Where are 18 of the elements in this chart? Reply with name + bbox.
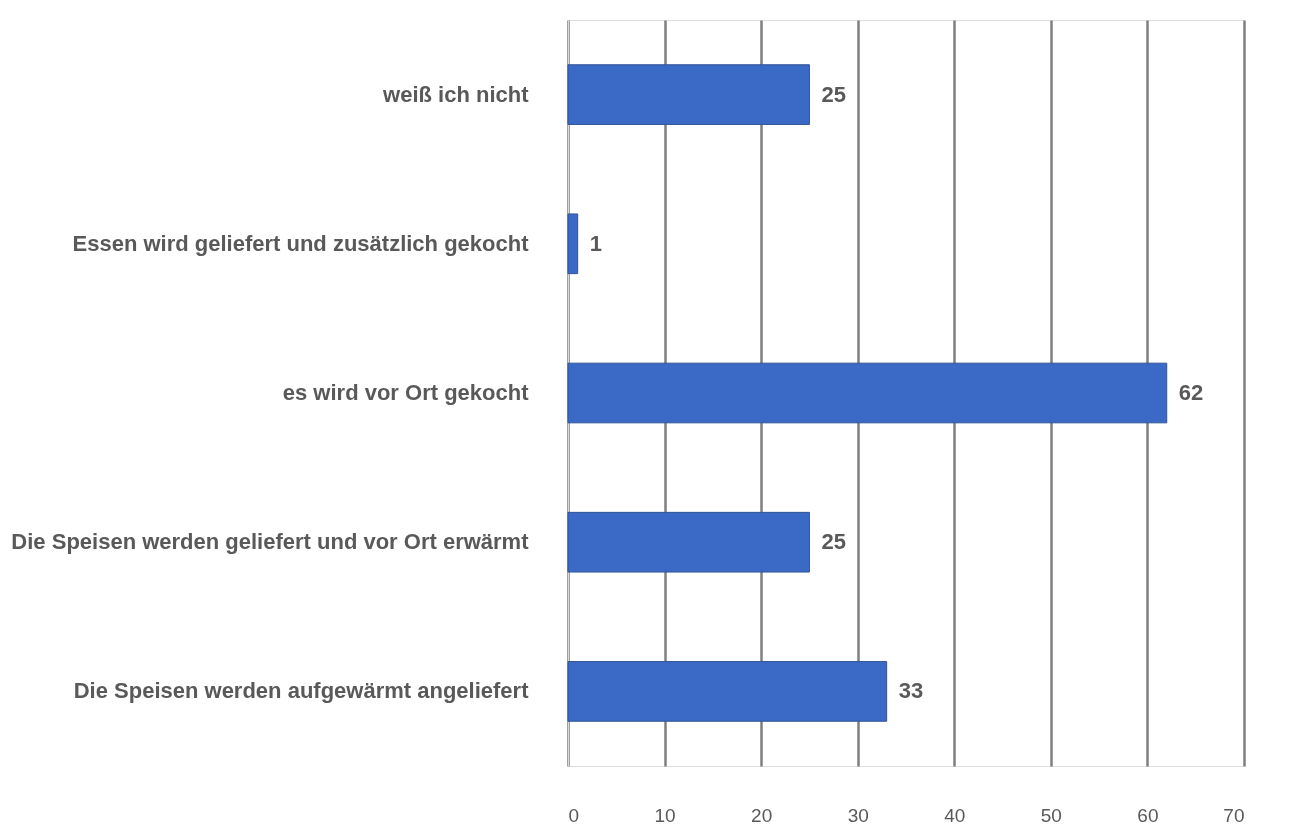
x-tick-label: 10 — [654, 804, 676, 826]
x-tick-label: 60 — [1137, 804, 1159, 826]
x-tick-label: 70 — [1223, 804, 1245, 826]
data-label: 25 — [821, 81, 846, 107]
data-label: 62 — [1178, 380, 1204, 405]
x-tick-label: 50 — [1040, 804, 1062, 826]
data-label: 33 — [898, 678, 924, 704]
y-tick-label: Die Speisen werden aufgewärmt angeliefert — [73, 678, 530, 704]
data-label: 25 — [821, 529, 846, 555]
y-tick-label: weiß ich nicht — [382, 81, 530, 107]
y-tick-label: es wird vor Ort gekocht — [282, 380, 530, 405]
data-label: 1 — [589, 230, 602, 256]
x-tick-label: 40 — [944, 804, 966, 826]
x-tick-label: 0 — [568, 804, 580, 826]
y-tick-label: Die Speisen werden geliefert und vor Ort erwärmt — [11, 529, 530, 555]
x-tick-label: 30 — [847, 804, 869, 826]
x-tick-label: 20 — [751, 804, 773, 826]
y-tick-label: Essen wird geliefert und zusätzlich gekocht — [72, 230, 530, 256]
